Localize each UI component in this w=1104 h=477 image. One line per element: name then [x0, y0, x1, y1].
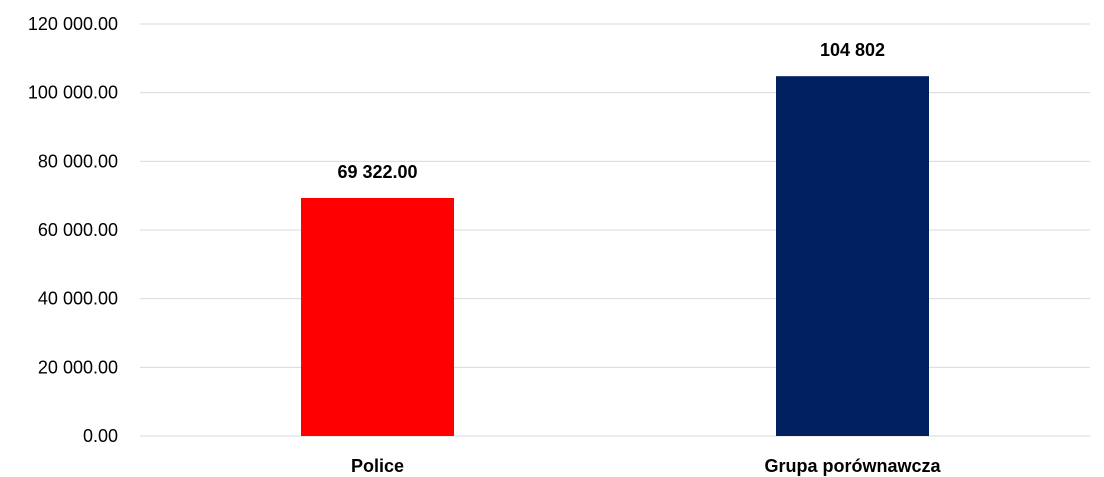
x-axis-category-labels: Police Grupa porównawcza [351, 456, 942, 476]
y-tick-label: 80 000.00 [38, 151, 118, 171]
y-tick-label: 0.00 [83, 426, 118, 446]
y-tick-label: 20 000.00 [38, 357, 118, 377]
bars [301, 76, 929, 436]
category-label: Grupa porównawcza [764, 456, 941, 476]
y-axis-tick-labels: 0.00 20 000.00 40 000.00 60 000.00 80 000.00… [28, 14, 118, 446]
data-label: 69 322.00 [337, 162, 417, 182]
bar [301, 197, 454, 436]
gridlines [140, 23, 1090, 437]
data-labels: 69 322.00 104 802 [337, 40, 885, 182]
y-tick-label: 100 000.00 [28, 83, 118, 103]
y-tick-label: 60 000.00 [38, 220, 118, 240]
category-label: Police [351, 456, 404, 476]
y-tick-label: 40 000.00 [38, 289, 118, 309]
bar [776, 76, 929, 436]
y-tick-label: 120 000.00 [28, 14, 118, 34]
data-label: 104 802 [820, 40, 885, 60]
